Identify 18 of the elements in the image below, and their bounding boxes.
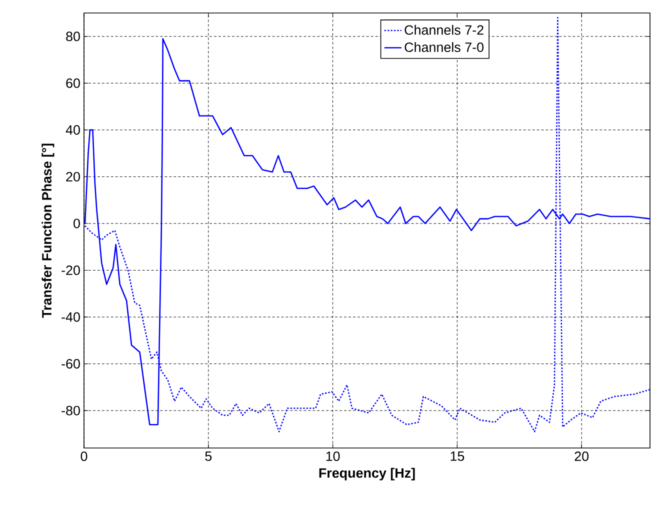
y-tick-label: 0 — [74, 218, 80, 228]
x-tick-label: 15 — [450, 452, 464, 461]
y-tick-label: -20 — [62, 266, 80, 276]
y-tick-label: 20 — [66, 172, 80, 182]
legend-label: Channels 7-2 — [404, 24, 484, 35]
y-tick-label: -80 — [62, 406, 80, 416]
x-tick-label: 20 — [574, 452, 589, 462]
y-axis-title: Transfer Function Phase [°] — [42, 144, 54, 318]
y-tick-label: -60 — [62, 359, 80, 369]
y-tick-label: -40 — [62, 312, 80, 322]
x-tick-label: 10 — [326, 452, 340, 462]
y-tick-label: 40 — [66, 125, 80, 135]
legend-label: Channels 7-0 — [404, 42, 484, 52]
x-tick-label: 5 — [205, 452, 212, 461]
y-tick-label: 60 — [66, 78, 80, 88]
x-tick-label: 0 — [80, 452, 88, 462]
y-tick-label: 80 — [66, 32, 80, 42]
x-axis-title: Frequency [Hz] — [319, 468, 415, 480]
